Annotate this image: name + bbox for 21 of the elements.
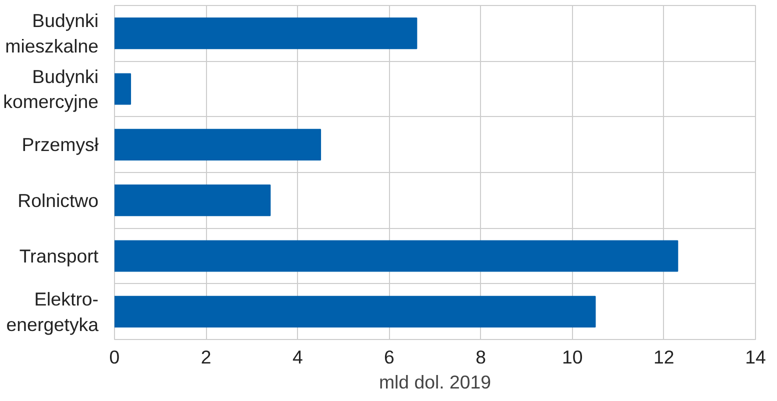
x-tick-label: 8 xyxy=(476,346,486,368)
y-tick-label: Rolnictwo xyxy=(18,190,98,211)
x-tick-label: 14 xyxy=(745,346,766,368)
bar xyxy=(114,296,596,328)
bar xyxy=(114,18,418,50)
x-tick-label: 0 xyxy=(109,346,120,368)
y-tick-label: Budynki mieszkalne xyxy=(5,10,99,56)
y-tick-label: Przemysł xyxy=(22,134,100,156)
bar xyxy=(114,184,271,216)
y-tick-label: Transport xyxy=(19,246,100,266)
x-axis-title: mld dol. 2019 xyxy=(378,372,492,392)
y-tick-label: Elektro- energetyka xyxy=(6,288,100,335)
bar xyxy=(114,240,678,272)
x-tick-label: 10 xyxy=(562,346,583,368)
x-tick-label: 6 xyxy=(384,346,394,368)
x-tick-label: 12 xyxy=(654,346,674,368)
x-tick-label: 4 xyxy=(292,346,303,368)
y-tick-label: Budynki komercyjne xyxy=(3,66,99,112)
bar xyxy=(114,128,322,160)
bar xyxy=(114,73,132,105)
x-tick-label: 2 xyxy=(200,346,212,368)
